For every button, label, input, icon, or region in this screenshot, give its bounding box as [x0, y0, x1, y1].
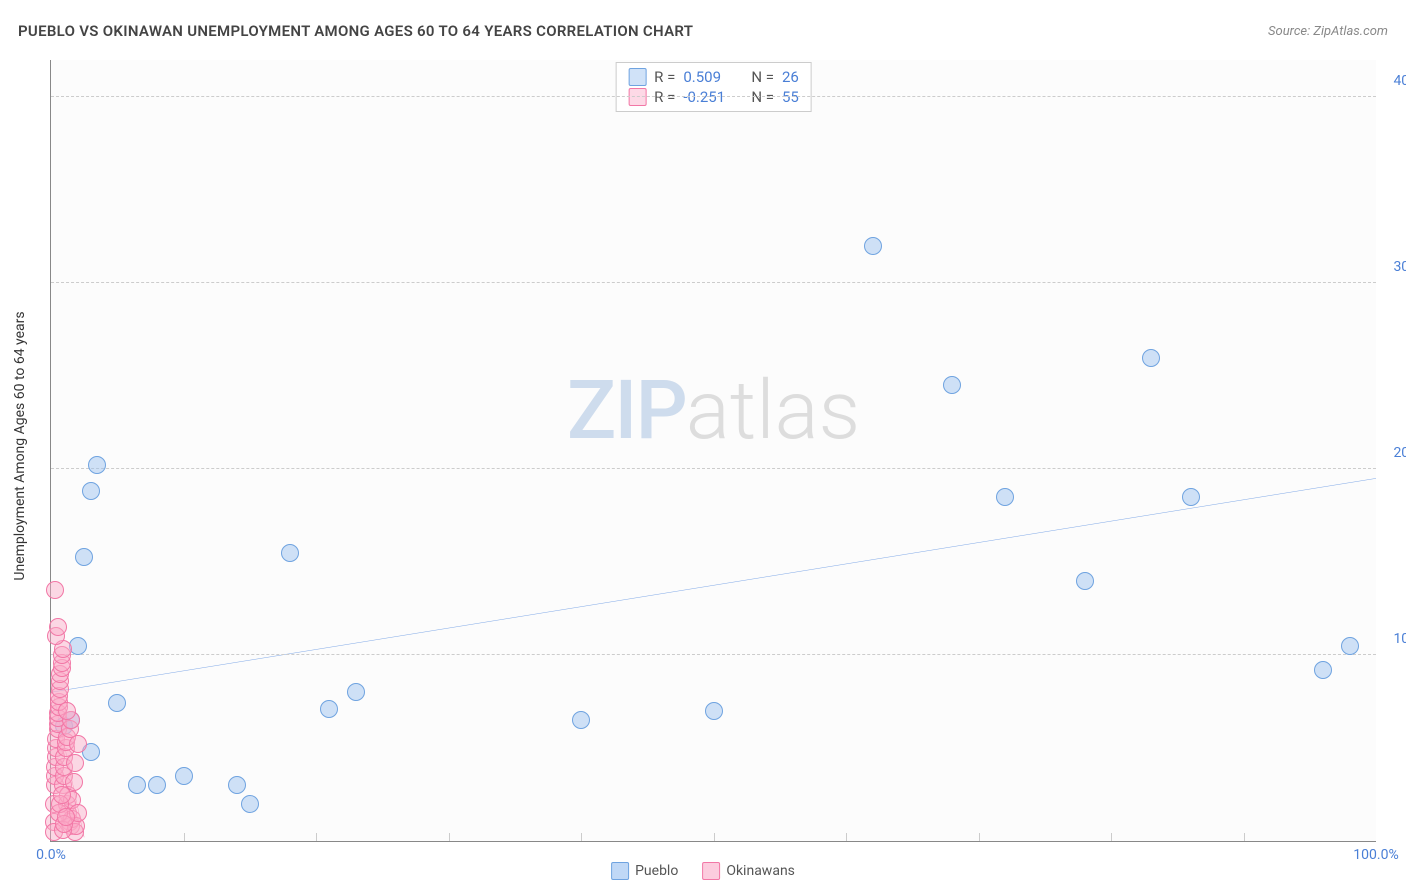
- data-point: [175, 767, 193, 785]
- data-point: [88, 456, 106, 474]
- data-point: [241, 795, 259, 813]
- legend-item: Pueblo: [611, 862, 678, 880]
- data-point: [49, 618, 67, 636]
- legend-swatch: [611, 862, 629, 880]
- x-gridline: [1244, 833, 1245, 841]
- y-gridline: [51, 468, 1376, 469]
- watermark: ZIPatlas: [567, 363, 860, 459]
- trend-line: [51, 478, 1376, 692]
- data-point: [943, 376, 961, 394]
- n-value: 26: [782, 68, 799, 86]
- data-point: [996, 488, 1014, 506]
- x-gridline: [714, 833, 715, 841]
- x-gridline: [184, 833, 185, 841]
- data-point: [1341, 637, 1359, 655]
- data-point: [53, 786, 71, 804]
- x-gridline: [846, 833, 847, 841]
- n-label: N =: [751, 68, 774, 86]
- data-point: [1076, 572, 1094, 590]
- y-tick-label: 30.0%: [1381, 259, 1406, 275]
- watermark-atlas: atlas: [686, 363, 860, 459]
- data-point: [82, 482, 100, 500]
- y-axis-title: Unemployment Among Ages 60 to 64 years: [12, 311, 28, 580]
- data-point: [320, 700, 338, 718]
- trend-lines-layer: [51, 60, 1376, 841]
- legend-item: Okinawans: [702, 862, 795, 880]
- y-gridline: [51, 282, 1376, 283]
- data-point: [864, 237, 882, 255]
- data-point: [281, 544, 299, 562]
- y-gridline: [51, 96, 1376, 97]
- data-point: [108, 694, 126, 712]
- legend-swatch: [702, 862, 720, 880]
- data-point: [347, 683, 365, 701]
- series-swatch: [628, 68, 646, 86]
- y-tick-label: 20.0%: [1381, 445, 1406, 461]
- legend-label: Okinawans: [726, 863, 795, 879]
- chart-header: PUEBLO VS OKINAWAN UNEMPLOYMENT AMONG AG…: [18, 22, 1388, 40]
- chart-title: PUEBLO VS OKINAWAN UNEMPLOYMENT AMONG AG…: [18, 22, 693, 40]
- x-gridline: [1111, 833, 1112, 841]
- x-gridline: [316, 833, 317, 841]
- data-point: [572, 711, 590, 729]
- data-point: [58, 702, 76, 720]
- data-point: [1314, 661, 1332, 679]
- y-gridline: [51, 654, 1376, 655]
- y-tick-label: 40.0%: [1381, 73, 1406, 89]
- legend-label: Pueblo: [635, 863, 678, 879]
- stats-row: R = 0.509 N = 26: [628, 67, 799, 87]
- x-gridline: [449, 833, 450, 841]
- data-point: [69, 735, 87, 753]
- chart-source: Source: ZipAtlas.com: [1268, 24, 1388, 39]
- watermark-zip: ZIP: [567, 363, 686, 459]
- data-point: [46, 581, 64, 599]
- data-point: [57, 808, 75, 826]
- y-tick-label: 10.0%: [1381, 631, 1406, 647]
- data-point: [128, 776, 146, 794]
- data-point: [66, 754, 84, 772]
- x-gridline: [581, 833, 582, 841]
- data-point: [228, 776, 246, 794]
- r-value: 0.509: [683, 68, 743, 86]
- x-gridline: [979, 833, 980, 841]
- chart-plot-area: ZIPatlas R =0.509N =26R =-0.251N =55 10.…: [50, 60, 1376, 842]
- x-tick-label: 0.0%: [36, 847, 66, 863]
- data-point: [148, 776, 166, 794]
- r-label: R =: [654, 68, 675, 86]
- data-point: [1182, 488, 1200, 506]
- data-point: [705, 702, 723, 720]
- data-point: [1142, 349, 1160, 367]
- correlation-stats-box: R =0.509N =26R =-0.251N =55: [615, 62, 812, 112]
- legend: Pueblo Okinawans: [611, 862, 795, 880]
- data-point: [75, 548, 93, 566]
- x-tick-label: 100.0%: [1353, 847, 1398, 863]
